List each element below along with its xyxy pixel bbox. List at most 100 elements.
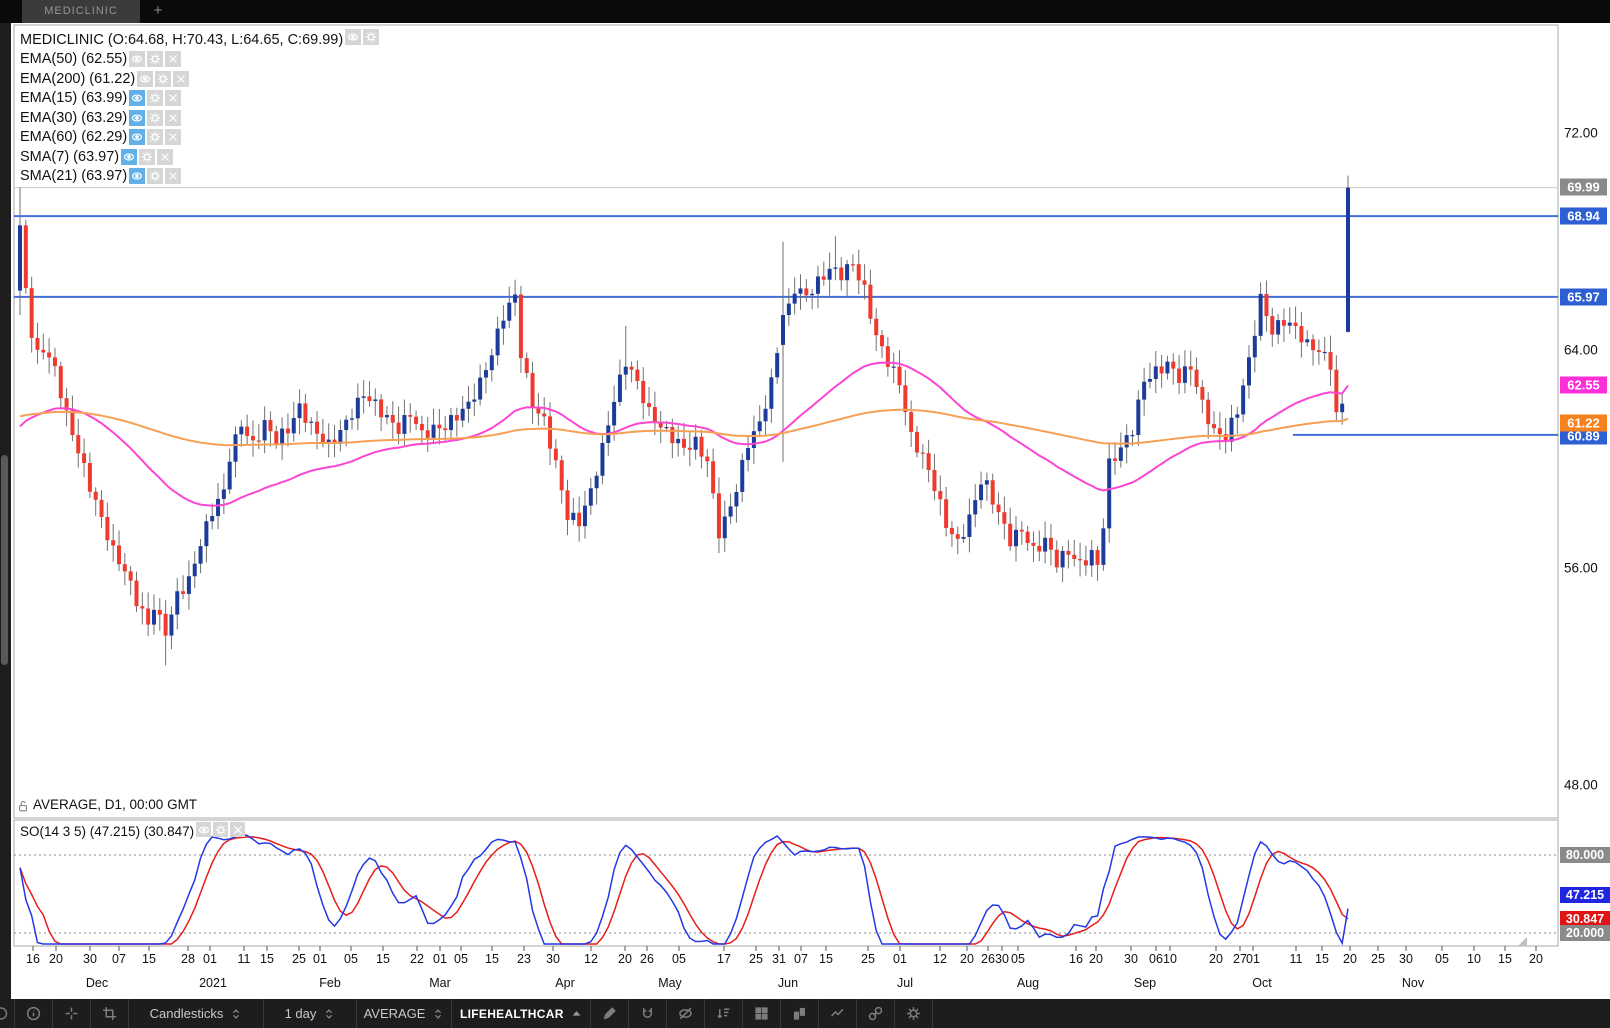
date-axis-day: 05 bbox=[672, 952, 686, 966]
date-axis-day: 01 bbox=[1246, 952, 1260, 966]
date-axis-day: 20 bbox=[618, 952, 632, 966]
date-axis-day: 30 bbox=[546, 952, 560, 966]
crop-icon[interactable] bbox=[91, 999, 128, 1028]
toolbar-separator bbox=[589, 999, 591, 1028]
dropdown-candlesticks[interactable]: Candlesticks bbox=[129, 999, 263, 1028]
half-circle-icon[interactable] bbox=[0, 999, 14, 1028]
chart-canvas[interactable] bbox=[0, 0, 1610, 999]
visibility-icon[interactable] bbox=[129, 51, 146, 68]
toolbar-separator bbox=[128, 999, 129, 1028]
date-axis-day: 05 bbox=[1011, 952, 1025, 966]
close-icon[interactable] bbox=[173, 70, 190, 87]
visibility-icon[interactable] bbox=[137, 70, 154, 87]
date-axis-day: 11 bbox=[1289, 952, 1303, 966]
tab-mediclinic[interactable]: MEDICLINIC bbox=[22, 0, 140, 23]
date-axis-day: 15 bbox=[1315, 952, 1329, 966]
gear-icon[interactable] bbox=[363, 29, 380, 46]
link-icon[interactable] bbox=[857, 999, 894, 1028]
grid-icon[interactable] bbox=[743, 999, 780, 1028]
left-scrollbar-thumb[interactable] bbox=[1, 455, 8, 665]
visibility-icon[interactable] bbox=[196, 822, 212, 837]
gear-icon[interactable] bbox=[147, 90, 164, 107]
toolbar-separator bbox=[451, 999, 452, 1028]
date-axis-day: 20 bbox=[1529, 952, 1543, 966]
average-pane-label: AVERAGE, D1, 00:00 GMT bbox=[33, 797, 198, 812]
ema-200-line bbox=[19, 408, 1349, 447]
active-watchlist-selector[interactable]: LIFEHEALTHCAR bbox=[452, 999, 590, 1028]
date-axis-day: 06 bbox=[1149, 952, 1163, 966]
toolbar-separator bbox=[893, 999, 895, 1028]
gear-icon[interactable] bbox=[147, 129, 164, 146]
dropdown-label: AVERAGE bbox=[363, 1006, 426, 1021]
close-icon[interactable] bbox=[165, 90, 182, 107]
visibility-icon[interactable] bbox=[129, 168, 146, 185]
toolbar-separator bbox=[931, 999, 933, 1028]
date-axis-day: 20 bbox=[1343, 952, 1357, 966]
new-tab-button[interactable]: + bbox=[153, 2, 163, 19]
close-icon[interactable] bbox=[165, 168, 182, 185]
date-axis-month: Feb bbox=[319, 976, 341, 990]
visibility-icon[interactable] bbox=[129, 90, 146, 107]
price-axis-label: 64.00 bbox=[1564, 342, 1598, 358]
eye-off-icon[interactable] bbox=[667, 999, 704, 1028]
magnet-icon[interactable] bbox=[629, 999, 666, 1028]
oscillator-axis-badge: 47.215 bbox=[1560, 887, 1610, 903]
close-icon[interactable] bbox=[165, 109, 182, 126]
price-axis-label: 56.00 bbox=[1564, 560, 1598, 576]
gear-icon[interactable] bbox=[213, 822, 229, 837]
axis-resize-handle bbox=[1518, 937, 1527, 946]
gear-icon[interactable] bbox=[147, 168, 164, 185]
date-axis-day: 10 bbox=[1467, 952, 1481, 966]
gear-icon[interactable] bbox=[139, 148, 156, 165]
visibility-icon[interactable] bbox=[129, 109, 146, 126]
visibility-icon[interactable] bbox=[121, 148, 138, 165]
close-icon[interactable] bbox=[165, 129, 182, 146]
lock-open-icon[interactable] bbox=[17, 799, 29, 817]
chart-legend: MEDICLINIC (O:64.68, H:70.43, L:64.65, C… bbox=[20, 29, 380, 186]
date-axis-day: 11 bbox=[237, 952, 251, 966]
date-axis-month: Aug bbox=[1016, 976, 1040, 990]
close-icon[interactable] bbox=[165, 51, 182, 68]
sort-icon[interactable] bbox=[705, 999, 742, 1028]
close-icon[interactable] bbox=[230, 822, 246, 837]
date-axis-day: 20 bbox=[960, 952, 974, 966]
oscillator-axis-badge: 30.847 bbox=[1560, 911, 1610, 927]
visibility-icon[interactable] bbox=[345, 29, 362, 46]
dropdown-1-day[interactable]: 1 day bbox=[264, 999, 356, 1028]
date-axis-month: Jul bbox=[897, 976, 913, 990]
legend-title: MEDICLINIC (O:64.68, H:70.43, L:64.65, C… bbox=[20, 31, 344, 48]
date-axis-month: Oct bbox=[1252, 976, 1272, 990]
close-icon[interactable] bbox=[157, 148, 174, 165]
date-axis-day: 12 bbox=[933, 952, 947, 966]
visibility-icon[interactable] bbox=[129, 129, 146, 146]
date-axis-day: 30 bbox=[1399, 952, 1413, 966]
toolbar-separator bbox=[703, 999, 705, 1028]
date-axis-day: 15 bbox=[376, 952, 390, 966]
date-axis-month: Dec bbox=[85, 976, 109, 990]
info-icon[interactable] bbox=[15, 999, 52, 1028]
dropdown-average[interactable]: AVERAGE bbox=[357, 999, 451, 1028]
gear-big-icon[interactable] bbox=[895, 999, 932, 1028]
dropdown-label: Candlesticks bbox=[149, 1006, 224, 1021]
date-axis-day: 26 bbox=[640, 952, 654, 966]
gear-icon[interactable] bbox=[147, 109, 164, 126]
indicator-label: EMA(15) (63.99) bbox=[20, 90, 128, 107]
gear-icon[interactable] bbox=[155, 70, 172, 87]
bar-chart-icon[interactable] bbox=[781, 999, 818, 1028]
date-axis-day: 25 bbox=[1371, 952, 1385, 966]
pencil-icon[interactable] bbox=[591, 999, 628, 1028]
zigzag-icon[interactable] bbox=[819, 999, 856, 1028]
date-axis-day: 07 bbox=[794, 952, 808, 966]
crosshair-icon[interactable] bbox=[53, 999, 90, 1028]
date-axis-month: May bbox=[658, 976, 682, 990]
date-axis-day: 05 bbox=[1435, 952, 1449, 966]
gear-icon[interactable] bbox=[147, 51, 164, 68]
price-axis-label: 48.00 bbox=[1564, 777, 1598, 793]
legend-indicator-row: EMA(30) (63.29) bbox=[20, 108, 379, 128]
date-axis-day: 07 bbox=[112, 952, 126, 966]
legend-indicator-row: SMA(7) (63.97) bbox=[20, 147, 379, 167]
toolbar-separator bbox=[779, 999, 781, 1028]
indicator-label: SMA(7) (63.97) bbox=[20, 148, 120, 165]
date-axis-day: 20 bbox=[1209, 952, 1223, 966]
